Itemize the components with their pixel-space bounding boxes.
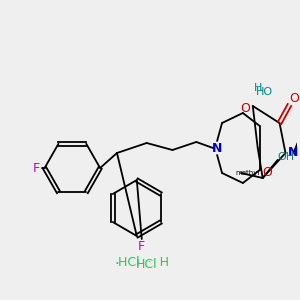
- Text: ·: ·: [115, 257, 119, 272]
- Text: H: H: [254, 83, 262, 93]
- Text: methyl: methyl: [236, 170, 260, 176]
- Text: N: N: [212, 142, 222, 154]
- Text: N: N: [288, 146, 298, 160]
- Text: HO: HO: [256, 87, 273, 97]
- Text: F: F: [138, 239, 145, 253]
- Text: O: O: [240, 101, 250, 115]
- Text: O: O: [263, 167, 273, 179]
- Text: HCl: HCl: [136, 259, 158, 272]
- Text: HCl  ·  H: HCl · H: [118, 256, 169, 269]
- Text: OH: OH: [277, 152, 294, 162]
- Text: F: F: [33, 161, 40, 175]
- Text: O: O: [290, 92, 299, 106]
